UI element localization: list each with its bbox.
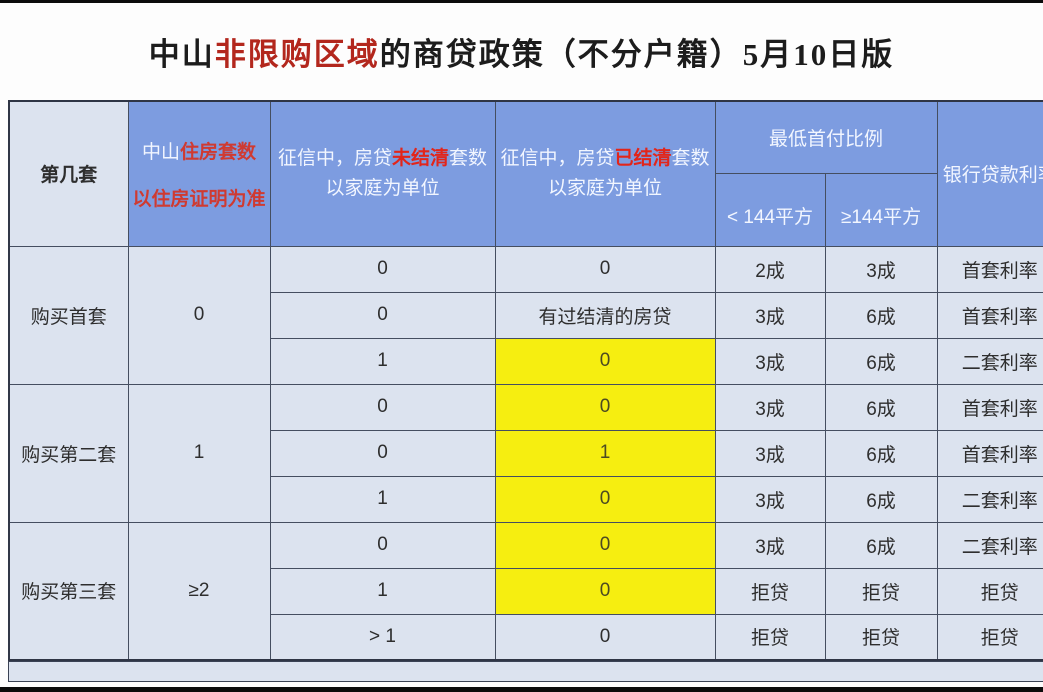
header-zs-prefix: 中山	[141, 141, 180, 163]
cell-ge144: 6成	[824, 521, 938, 569]
table-row: 1 0 3成 6成 二套利率	[9, 475, 1043, 523]
cell-rate: 拒贷	[936, 567, 1043, 615]
cell-unpaid: 0	[269, 245, 496, 293]
cell-unpaid: > 1	[269, 613, 496, 661]
title-highlight: 非限购区域	[214, 37, 380, 72]
cell-paid-highlighted: 1	[494, 429, 716, 477]
header-zs-red: 住房套数	[180, 141, 257, 163]
table-row: 0 有过结清的房贷 3成 6成 首套利率	[9, 291, 1043, 339]
cell-ge144: 6成	[824, 429, 938, 477]
header-zhongshan-homes-line2: 以住房证明为准	[132, 188, 266, 210]
cell-unpaid: 1	[269, 337, 496, 385]
group-label-second-home: 购买第二套	[8, 383, 129, 523]
cell-rate: 首套利率	[936, 383, 1043, 431]
table-row: 购买首套 0 0 0 2成 3成 首套利率	[8, 245, 1043, 385]
cell-ge144: 拒贷	[824, 613, 938, 661]
header-min-downpayment: 最低首付比例	[714, 100, 938, 174]
cell-rate: 二套利率	[936, 475, 1043, 523]
cell-lt144: 3成	[714, 475, 826, 523]
group-count-third-home: ≥2	[127, 521, 271, 661]
group-count-second-home: 1	[127, 383, 271, 523]
header-lt-144: < 144平方	[714, 172, 826, 247]
header-zhongshan-homes: 中山住房套数 以住房证明为准	[127, 100, 271, 247]
cell-lt144: 3成	[714, 521, 826, 569]
group-label-third-home: 购买第三套	[8, 521, 129, 661]
cell-paid-highlighted: 0	[494, 337, 716, 385]
policy-table-wrap: 第几套 中山住房套数 以住房证明为准 征信中，房贷未结清套数 以家庭为单位 征信…	[8, 100, 1043, 661]
header-paid-red: 已结清	[614, 148, 672, 170]
cell-ge144: 拒贷	[824, 567, 938, 615]
cell-ge144: 3成	[824, 245, 938, 293]
cell-ge144: 6成	[824, 383, 938, 431]
cell-rate: 首套利率	[936, 245, 1043, 293]
cell-rate: 首套利率	[936, 429, 1043, 477]
header-paid-post: 套数	[671, 148, 710, 170]
cell-ge144: 6成	[824, 475, 938, 523]
cell-paid-highlighted: 0	[494, 567, 716, 615]
cell-paid-highlighted: 0	[494, 383, 716, 431]
header-paid-line2: 以家庭为单位	[547, 177, 662, 199]
cell-lt144: 拒贷	[714, 567, 826, 615]
header-paid-loans: 征信中，房贷已结清套数 以家庭为单位	[494, 100, 716, 247]
title-area: 中山非限购区域的商贷政策（不分户籍）5月10日版	[0, 3, 1043, 100]
group-count-first-home: 0	[127, 245, 271, 385]
cell-rate: 首套利率	[936, 291, 1043, 339]
cell-paid: 有过结清的房贷	[494, 291, 716, 339]
header-paid-pre: 征信中，房贷	[500, 148, 615, 170]
cell-lt144: 3成	[714, 383, 826, 431]
header-bank-rate: 银行贷款利率	[936, 100, 1043, 247]
cell-lt144: 拒贷	[714, 613, 826, 661]
cell-paid: 0	[494, 613, 716, 661]
header-which-home: 第几套	[8, 100, 129, 247]
header-unpaid-loans: 征信中，房贷未结清套数 以家庭为单位	[269, 100, 496, 247]
table-row: > 1 0 拒贷 拒贷 拒贷	[9, 613, 1043, 661]
table-row: 1 0 拒贷 拒贷 拒贷	[9, 567, 1043, 615]
table-row: 1 0 3成 6成 二套利率	[9, 337, 1043, 385]
bottom-black-bar	[0, 687, 1043, 692]
policy-table: 第几套 中山住房套数 以住房证明为准 征信中，房贷未结清套数 以家庭为单位 征信…	[8, 100, 1043, 661]
cell-ge144: 6成	[824, 291, 938, 339]
cell-lt144: 2成	[714, 245, 826, 293]
header-ge-144: ≥144平方	[824, 172, 938, 247]
cell-lt144: 3成	[714, 337, 826, 385]
cell-rate: 二套利率	[936, 521, 1043, 569]
title-prefix: 中山	[148, 37, 215, 72]
table-row: 购买第三套 ≥2 0 0 3成 6成 二套利率	[8, 521, 1043, 661]
cell-lt144: 3成	[714, 291, 826, 339]
cell-paid: 0	[494, 245, 716, 293]
header-unpaid-pre: 征信中，房贷	[277, 148, 392, 170]
header-unpaid-line2: 以家庭为单位	[325, 177, 440, 199]
cell-unpaid: 1	[269, 475, 496, 523]
header-unpaid-post: 套数	[449, 148, 488, 170]
table-row: 购买第二套 1 0 0 3成 6成 首套利率	[8, 383, 1043, 523]
header-zhongshan-homes-line1: 中山住房套数	[129, 137, 269, 164]
cell-unpaid: 0	[269, 429, 496, 477]
cell-rate: 二套利率	[936, 337, 1043, 385]
top-black-bar	[0, 0, 1043, 3]
cell-unpaid: 0	[269, 383, 496, 431]
cell-rate: 拒贷	[936, 613, 1043, 661]
page-title: 中山非限购区域的商贷政策（不分户籍）5月10日版	[149, 29, 895, 74]
cell-unpaid: 0	[269, 291, 496, 339]
cell-unpaid: 1	[269, 567, 496, 615]
cell-paid-highlighted: 0	[494, 521, 716, 569]
cell-lt144: 3成	[714, 429, 826, 477]
title-suffix: 的商贷政策（不分户籍）5月10日版	[379, 37, 895, 72]
table-row: 0 1 3成 6成 首套利率	[9, 429, 1043, 477]
group-label-first-home: 购买首套	[8, 245, 129, 385]
header-unpaid-red: 未结清	[391, 148, 449, 170]
cell-paid-highlighted: 0	[494, 475, 716, 523]
cell-unpaid: 0	[269, 521, 496, 569]
cell-ge144: 6成	[824, 337, 938, 385]
table-footer-strip	[8, 661, 1043, 682]
